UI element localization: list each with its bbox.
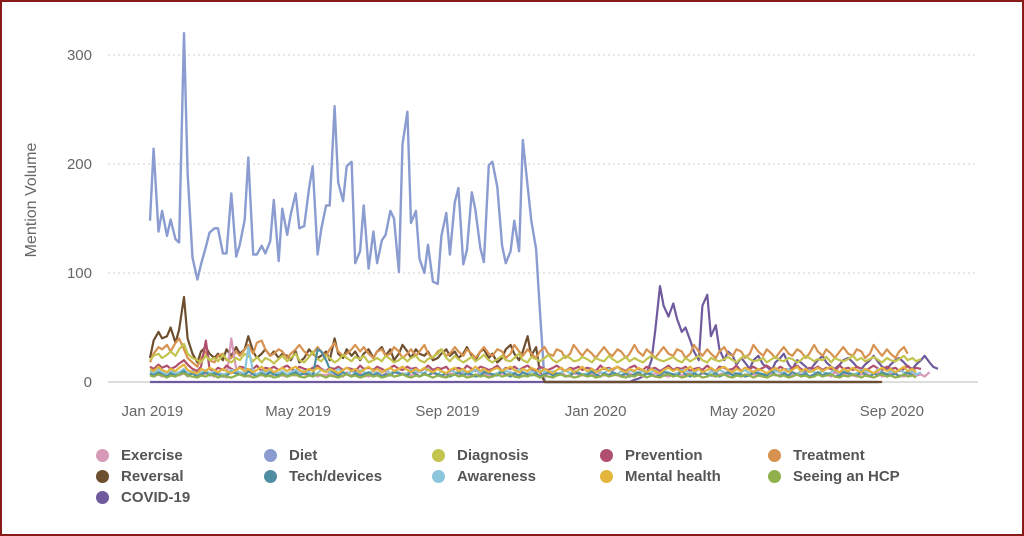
legend-label: Seeing an HCP	[793, 467, 900, 485]
legend-swatch	[600, 448, 613, 462]
x-tick-label: Sep 2020	[860, 403, 924, 420]
legend-item-diagnosis: Diagnosis	[432, 446, 600, 464]
y-axis-ticks: 0 100 200 300	[67, 47, 92, 391]
legend-label: COVID-19	[121, 488, 191, 506]
series-line-diet	[148, 32, 879, 384]
y-tick-label: 300	[67, 47, 92, 64]
legend-swatch	[96, 448, 109, 462]
legend-label: Reversal	[121, 467, 184, 485]
legend-label: Exercise	[121, 446, 183, 464]
x-tick-label: Sep 2019	[415, 403, 479, 420]
y-axis-label: Mention Volume	[23, 143, 40, 258]
legend-item-tech-devices: Tech/devices	[264, 467, 432, 485]
legend-swatch	[432, 448, 445, 462]
legend-item-covid-19: COVID-19	[96, 488, 264, 506]
legend-label: Prevention	[625, 446, 703, 464]
legend-swatch	[768, 469, 781, 483]
legend-swatch	[264, 469, 277, 483]
series-line-mental-health	[149, 363, 917, 375]
series-line-treatment	[148, 337, 909, 368]
legend-swatch	[768, 448, 781, 462]
x-tick-label: May 2019	[265, 403, 331, 420]
series-line-seeing-an-hcp	[149, 372, 917, 379]
legend-item-exercise: Exercise	[96, 446, 264, 464]
legend-item-mental-health: Mental health	[600, 467, 768, 485]
legend-swatch	[600, 469, 613, 483]
legend-item-awareness: Awareness	[432, 467, 600, 485]
legend-label: Diagnosis	[457, 446, 529, 464]
legend-label: Mental health	[625, 467, 721, 485]
series-lines	[148, 32, 939, 384]
legend-swatch	[264, 448, 277, 462]
legend-item-seeing-an-hcp: Seeing an HCP	[768, 467, 936, 485]
legend-label: Tech/devices	[289, 467, 383, 485]
legend-label: Awareness	[457, 467, 536, 485]
legend-item-prevention: Prevention	[600, 446, 768, 464]
series-line-diagnosis	[149, 342, 922, 365]
legend-item-treatment: Treatment	[768, 446, 936, 464]
legend-label: Treatment	[793, 446, 865, 464]
legend-swatch	[96, 490, 109, 504]
x-axis-ticks: Jan 2019 May 2019 Sep 2019 Jan 2020 May 2020…	[122, 403, 924, 420]
x-tick-label: Jan 2020	[565, 403, 627, 420]
legend-item-diet: Diet	[264, 446, 432, 464]
legend-label: Diet	[289, 446, 318, 464]
x-tick-label: May 2020	[710, 403, 776, 420]
legend-swatch	[96, 469, 109, 483]
legend-swatch	[432, 469, 445, 483]
legend-item-reversal: Reversal	[96, 467, 264, 485]
x-tick-label: Jan 2019	[122, 403, 184, 420]
y-tick-label: 200	[67, 156, 92, 173]
y-tick-label: 0	[84, 374, 92, 391]
legend: Exercise Diet Diagnosis Prevention Treatment…	[96, 446, 976, 506]
y-tick-label: 100	[67, 265, 92, 282]
gridlines	[108, 54, 978, 383]
